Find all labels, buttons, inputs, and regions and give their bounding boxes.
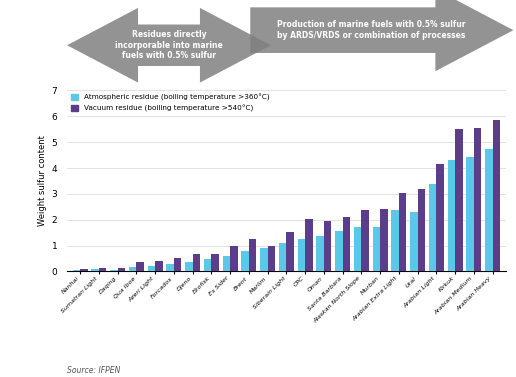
Bar — [466, 157, 474, 271]
Bar — [437, 164, 444, 271]
Bar — [410, 212, 417, 271]
Bar — [185, 262, 192, 271]
Bar — [429, 184, 437, 271]
Bar — [286, 232, 294, 271]
Polygon shape — [67, 8, 271, 83]
Bar — [380, 209, 388, 271]
Bar — [118, 268, 125, 271]
Y-axis label: Weight sulfur content: Weight sulfur content — [38, 135, 47, 227]
Bar — [80, 270, 88, 271]
Bar — [204, 259, 212, 271]
Bar — [305, 219, 313, 271]
Bar — [373, 227, 380, 271]
Bar — [99, 268, 106, 271]
Bar — [447, 160, 455, 271]
Bar — [167, 264, 174, 271]
Bar — [324, 221, 331, 271]
Text: Residues directly
incorporable into marine
fuels with 0.5% sulfur: Residues directly incorporable into mari… — [116, 30, 223, 60]
Bar — [493, 120, 500, 271]
Bar — [455, 129, 462, 271]
Bar — [222, 256, 230, 271]
Bar — [110, 270, 118, 271]
Bar — [136, 262, 144, 271]
Bar — [279, 243, 286, 271]
Legend: Atmospheric residue (boiling temperature >360°C), Vacuum residue (boiling temper: Atmospheric residue (boiling temperature… — [71, 94, 269, 112]
Bar — [212, 254, 219, 271]
Bar — [474, 129, 481, 271]
Bar — [230, 245, 238, 271]
Bar — [73, 270, 80, 271]
Bar — [260, 248, 268, 271]
Bar — [249, 239, 256, 271]
Bar — [268, 245, 275, 271]
Bar — [399, 193, 406, 271]
Text: Production of marine fuels with 0.5% sulfur
by ARDS/VRDS or combination of proce: Production of marine fuels with 0.5% sul… — [277, 20, 466, 40]
Bar — [485, 149, 493, 271]
Bar — [343, 217, 350, 271]
Bar — [155, 261, 163, 271]
Bar — [241, 251, 249, 271]
Bar — [91, 269, 99, 271]
Bar — [391, 210, 399, 271]
Bar — [298, 239, 305, 271]
Polygon shape — [250, 0, 513, 71]
Bar — [361, 210, 369, 271]
Bar — [316, 236, 324, 271]
Text: Source: IFPEN: Source: IFPEN — [67, 366, 120, 375]
Bar — [129, 267, 136, 271]
Bar — [192, 254, 200, 271]
Bar — [148, 266, 155, 271]
Bar — [417, 189, 425, 271]
Bar — [354, 227, 361, 271]
Bar — [335, 231, 343, 271]
Bar — [174, 258, 182, 271]
